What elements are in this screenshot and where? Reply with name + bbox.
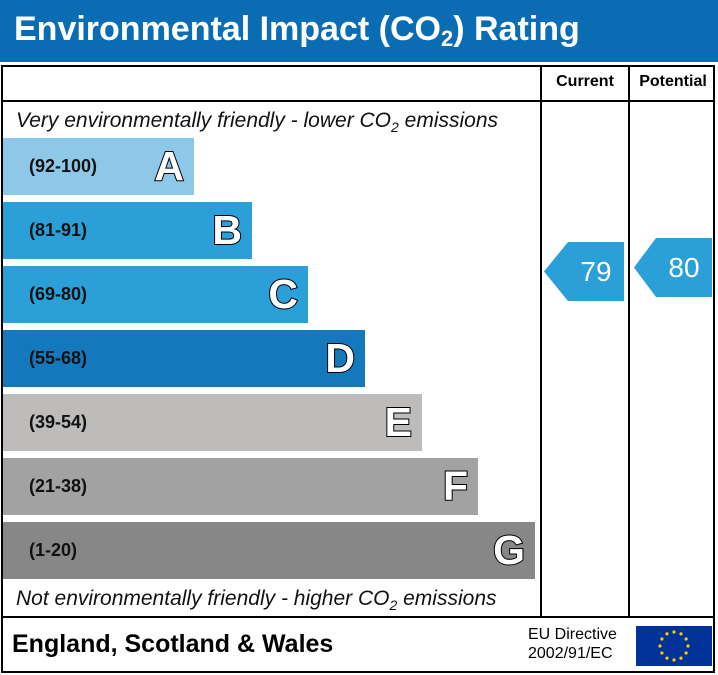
bottom-note: Not environmentally friendly - higher CO… xyxy=(16,587,497,613)
band-letter: E xyxy=(384,398,413,446)
column-divider-current xyxy=(540,65,542,618)
band-range-label: (81-91) xyxy=(29,220,88,240)
potential-rating-value: 80 xyxy=(668,252,700,283)
band-g: (1-20) G xyxy=(3,522,535,579)
potential-column-header: Potential xyxy=(639,73,707,90)
band-letter: G xyxy=(492,526,526,574)
potential-rating-pointer: 80 xyxy=(634,238,712,297)
header-bar: Environmental Impact (CO2) Rating xyxy=(0,0,718,62)
page-title: Environmental Impact (CO2) Rating xyxy=(14,10,580,51)
current-rating-pointer: 79 xyxy=(544,242,624,301)
band-range-label: (39-54) xyxy=(29,412,88,432)
column-divider-potential xyxy=(628,65,630,618)
header-row-divider xyxy=(1,100,715,102)
band-e: (39-54) E xyxy=(3,394,422,451)
potential-pointer-shape xyxy=(634,238,712,297)
eu-star xyxy=(658,644,662,648)
eu-star xyxy=(672,658,676,662)
band-range-label: (1-20) xyxy=(29,540,78,560)
eu-star xyxy=(684,651,688,655)
current-rating-value: 79 xyxy=(580,256,612,287)
band-a: (92-100) A xyxy=(3,138,194,195)
eu-star xyxy=(679,656,683,660)
band-f: (21-38) F xyxy=(3,458,478,515)
band-letter: D xyxy=(324,334,356,382)
rating-frame xyxy=(1,65,715,673)
eu-star xyxy=(672,630,676,634)
band-b: (81-91) B xyxy=(3,202,252,259)
current-pointer-shape xyxy=(544,242,624,301)
region-label: England, Scotland & Wales xyxy=(12,630,334,658)
top-note: Very environmentally friendly - lower CO… xyxy=(16,109,499,135)
band-c: (69-80) C xyxy=(3,266,308,323)
band-range-label: (55-68) xyxy=(29,348,88,368)
eu-star xyxy=(660,651,664,655)
eu-directive-text: EU Directive 2002/91/EC xyxy=(528,626,617,662)
eu-star xyxy=(686,644,690,648)
eu-flag-icon xyxy=(636,626,712,666)
band-letter: C xyxy=(267,270,299,318)
eu-star xyxy=(684,637,688,641)
band-range-label: (92-100) xyxy=(29,156,98,176)
band-letter: A xyxy=(153,142,185,190)
band-letter: F xyxy=(442,462,469,510)
band-letter: B xyxy=(211,206,243,254)
band-range-label: (21-38) xyxy=(29,476,88,496)
band-range-label: (69-80) xyxy=(29,284,88,304)
eu-star xyxy=(660,637,664,641)
band-d: (55-68) D xyxy=(3,330,365,387)
eu-star xyxy=(665,656,669,660)
eu-star xyxy=(665,632,669,636)
current-column-header: Current xyxy=(556,73,614,90)
eu-star xyxy=(679,632,683,636)
footer-divider xyxy=(1,616,715,618)
